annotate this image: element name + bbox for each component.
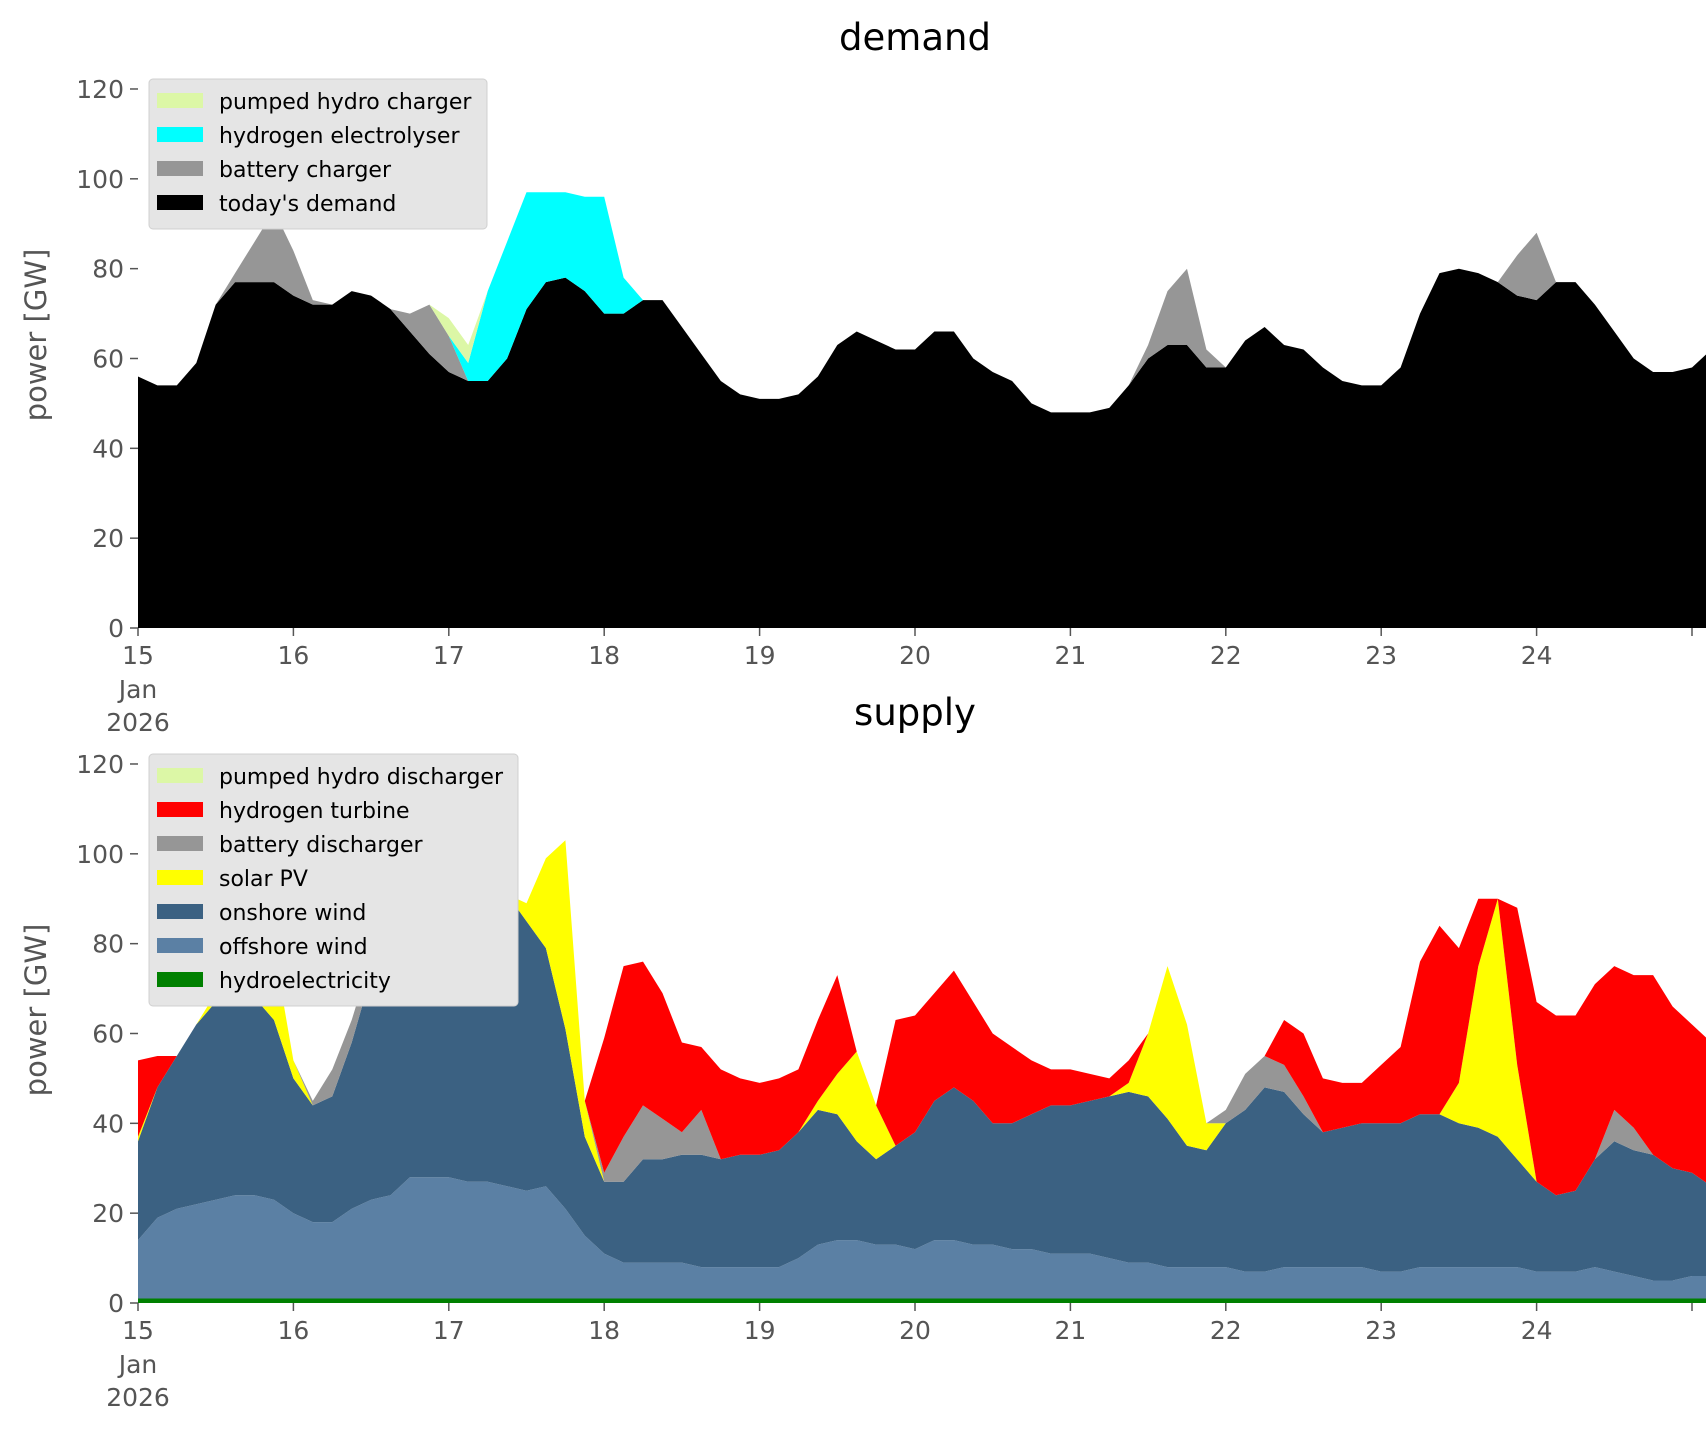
- legend: pumped hydro charger hydrogen electrolyse…: [148, 78, 488, 230]
- y-tick-label: 60: [92, 1019, 124, 1048]
- legend-label: pumped hydro discharger: [219, 765, 504, 790]
- x-tick-label: 21: [1054, 1316, 1086, 1345]
- legend-swatch: [157, 904, 203, 919]
- x-tick-sublabel: 2026: [106, 1383, 170, 1412]
- area-today-s-demand: [138, 268, 1706, 628]
- chart-title: demand: [839, 16, 991, 59]
- x-tick-sublabel: Jan: [117, 675, 158, 704]
- area-series-group: [138, 192, 1706, 628]
- legend-swatch: [157, 93, 203, 108]
- chart-title: supply: [854, 691, 976, 734]
- x-tick-label: 16: [277, 641, 309, 670]
- x-tick-label: 20: [899, 641, 931, 670]
- y-tick-label: 20: [92, 524, 124, 553]
- legend-swatch: [157, 768, 203, 783]
- area-offshore-wind: [138, 1177, 1706, 1299]
- legend-label: hydrogen turbine: [219, 799, 410, 824]
- legend-swatch: [157, 938, 203, 953]
- chart-demand: demand power [GW] 0 20 40 60 80 100 120 15 16 17…: [19, 16, 1706, 737]
- legend-box: [148, 78, 488, 230]
- legend-label: pumped hydro charger: [219, 90, 472, 115]
- legend-label: solar PV: [219, 867, 308, 892]
- legend-swatch: [157, 161, 203, 176]
- y-tick-label: 80: [92, 930, 124, 959]
- legend-label: today's demand: [219, 192, 396, 217]
- legend-label: onshore wind: [219, 901, 366, 926]
- x-tick-label: 15: [122, 641, 154, 670]
- x-tick-label: 18: [588, 1316, 620, 1345]
- x-tick-label: 24: [1521, 641, 1553, 670]
- x-tick-label: 23: [1365, 1316, 1397, 1345]
- x-tick-label: 20: [899, 1316, 931, 1345]
- x-tick-label: 19: [744, 1316, 776, 1345]
- x-tick-label: 19: [744, 641, 776, 670]
- legend-label: hydroelectricity: [219, 969, 391, 994]
- x-tick-label: 16: [277, 1316, 309, 1345]
- area-series-group: [138, 840, 1706, 1303]
- legend-swatch: [157, 870, 203, 885]
- legend-swatch: [157, 972, 203, 987]
- area-hydroelectricity: [138, 1298, 1706, 1303]
- area-onshore-wind: [138, 871, 1706, 1281]
- area-hydrogen-electrolyser: [138, 192, 1706, 413]
- y-tick-label: 0: [108, 614, 124, 643]
- y-tick-label: 80: [92, 255, 124, 284]
- x-tick-label: 22: [1210, 1316, 1242, 1345]
- x-ticks: 15 16 17 18 19 20 21 22 23 24 Jan 2026: [106, 628, 1693, 737]
- y-ticks: 0 20 40 60 80 100 120: [76, 750, 138, 1318]
- legend-swatch: [157, 195, 203, 210]
- x-tick-label: 24: [1521, 1316, 1553, 1345]
- y-tick-label: 120: [76, 750, 124, 779]
- y-tick-label: 100: [76, 165, 124, 194]
- x-tick-label: 15: [122, 1316, 154, 1345]
- y-tick-label: 120: [76, 75, 124, 104]
- y-ticks: 0 20 40 60 80 100 120: [76, 75, 138, 643]
- legend-box: [148, 753, 519, 1007]
- x-tick-sublabel: Jan: [117, 1350, 158, 1379]
- legend-label: battery discharger: [219, 833, 424, 858]
- x-tick-label: 21: [1054, 641, 1086, 670]
- y-tick-label: 60: [92, 344, 124, 373]
- legend-swatch: [157, 836, 203, 851]
- x-tick-label: 17: [433, 641, 465, 670]
- y-tick-label: 0: [108, 1289, 124, 1318]
- legend: pumped hydro discharger hydrogen turbine b…: [148, 753, 519, 1007]
- y-tick-label: 20: [92, 1199, 124, 1228]
- x-tick-label: 18: [588, 641, 620, 670]
- chart-supply: supply power [GW] 0 20 40 60 80 100 120 15 16 17…: [19, 691, 1706, 1412]
- y-axis-label: power [GW]: [19, 924, 53, 1097]
- y-axis-label: power [GW]: [19, 249, 53, 422]
- x-tick-label: 22: [1210, 641, 1242, 670]
- y-tick-label: 100: [76, 840, 124, 869]
- y-tick-label: 40: [92, 1109, 124, 1138]
- x-tick-sublabel: 2026: [106, 708, 170, 737]
- legend-label: offshore wind: [219, 935, 368, 960]
- legend-label: hydrogen electrolyser: [219, 124, 460, 149]
- y-tick-label: 40: [92, 434, 124, 463]
- x-tick-label: 17: [433, 1316, 465, 1345]
- legend-swatch: [157, 802, 203, 817]
- x-tick-label: 23: [1365, 641, 1397, 670]
- x-ticks: 15 16 17 18 19 20 21 22 23 24 Jan 2026: [106, 1303, 1693, 1412]
- legend-label: battery charger: [219, 158, 392, 183]
- legend-swatch: [157, 127, 203, 142]
- area-hydrogen-turbine: [138, 840, 1706, 1196]
